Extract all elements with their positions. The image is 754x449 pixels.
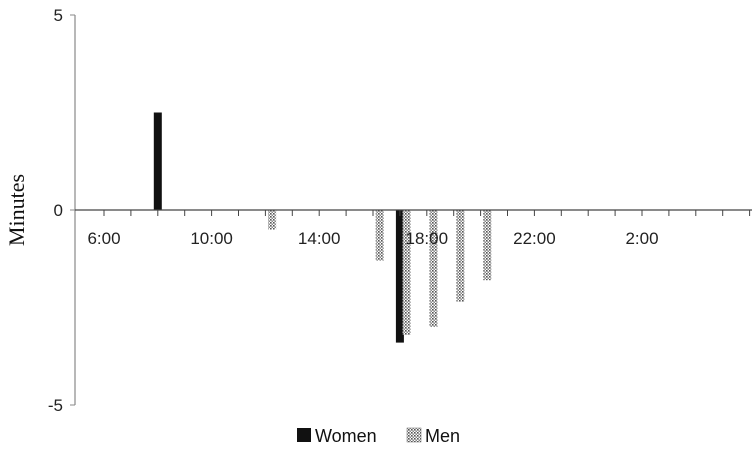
bar-women bbox=[153, 112, 162, 210]
x-tick-label: 22:00 bbox=[513, 229, 556, 248]
legend-label-men: Men bbox=[425, 426, 460, 446]
bar-men bbox=[483, 210, 492, 281]
y-tick-label: 0 bbox=[54, 201, 63, 220]
bar-men bbox=[456, 210, 465, 302]
y-tick-label: 5 bbox=[54, 6, 63, 25]
y-ticks: 5 0 -5 bbox=[48, 6, 75, 415]
x-tick-label: 6:00 bbox=[87, 229, 120, 248]
bar-group bbox=[153, 112, 492, 343]
bar-men bbox=[429, 210, 438, 327]
x-tick-label: 14:00 bbox=[298, 229, 341, 248]
legend: Women Men bbox=[297, 426, 460, 446]
x-tick-label: 18:00 bbox=[406, 229, 449, 248]
x-ticks: 6:00 10:00 14:00 18:00 22:00 2:00 bbox=[87, 210, 751, 248]
legend-swatch-women bbox=[297, 428, 311, 442]
bar-men bbox=[402, 210, 411, 335]
bar-men bbox=[375, 210, 384, 261]
bar-women bbox=[395, 210, 404, 343]
y-tick-label: -5 bbox=[48, 396, 63, 415]
bar-men bbox=[268, 210, 277, 230]
x-tick-label: 2:00 bbox=[625, 229, 658, 248]
legend-swatch-men bbox=[406, 427, 422, 443]
y-axis-title: Minutes bbox=[4, 174, 29, 246]
axes: 5 0 -5 6:00 10:00 14:00 18:00 22:00 2:00 bbox=[48, 6, 752, 415]
x-tick-label: 10:00 bbox=[190, 229, 233, 248]
legend-label-women: Women bbox=[315, 426, 377, 446]
